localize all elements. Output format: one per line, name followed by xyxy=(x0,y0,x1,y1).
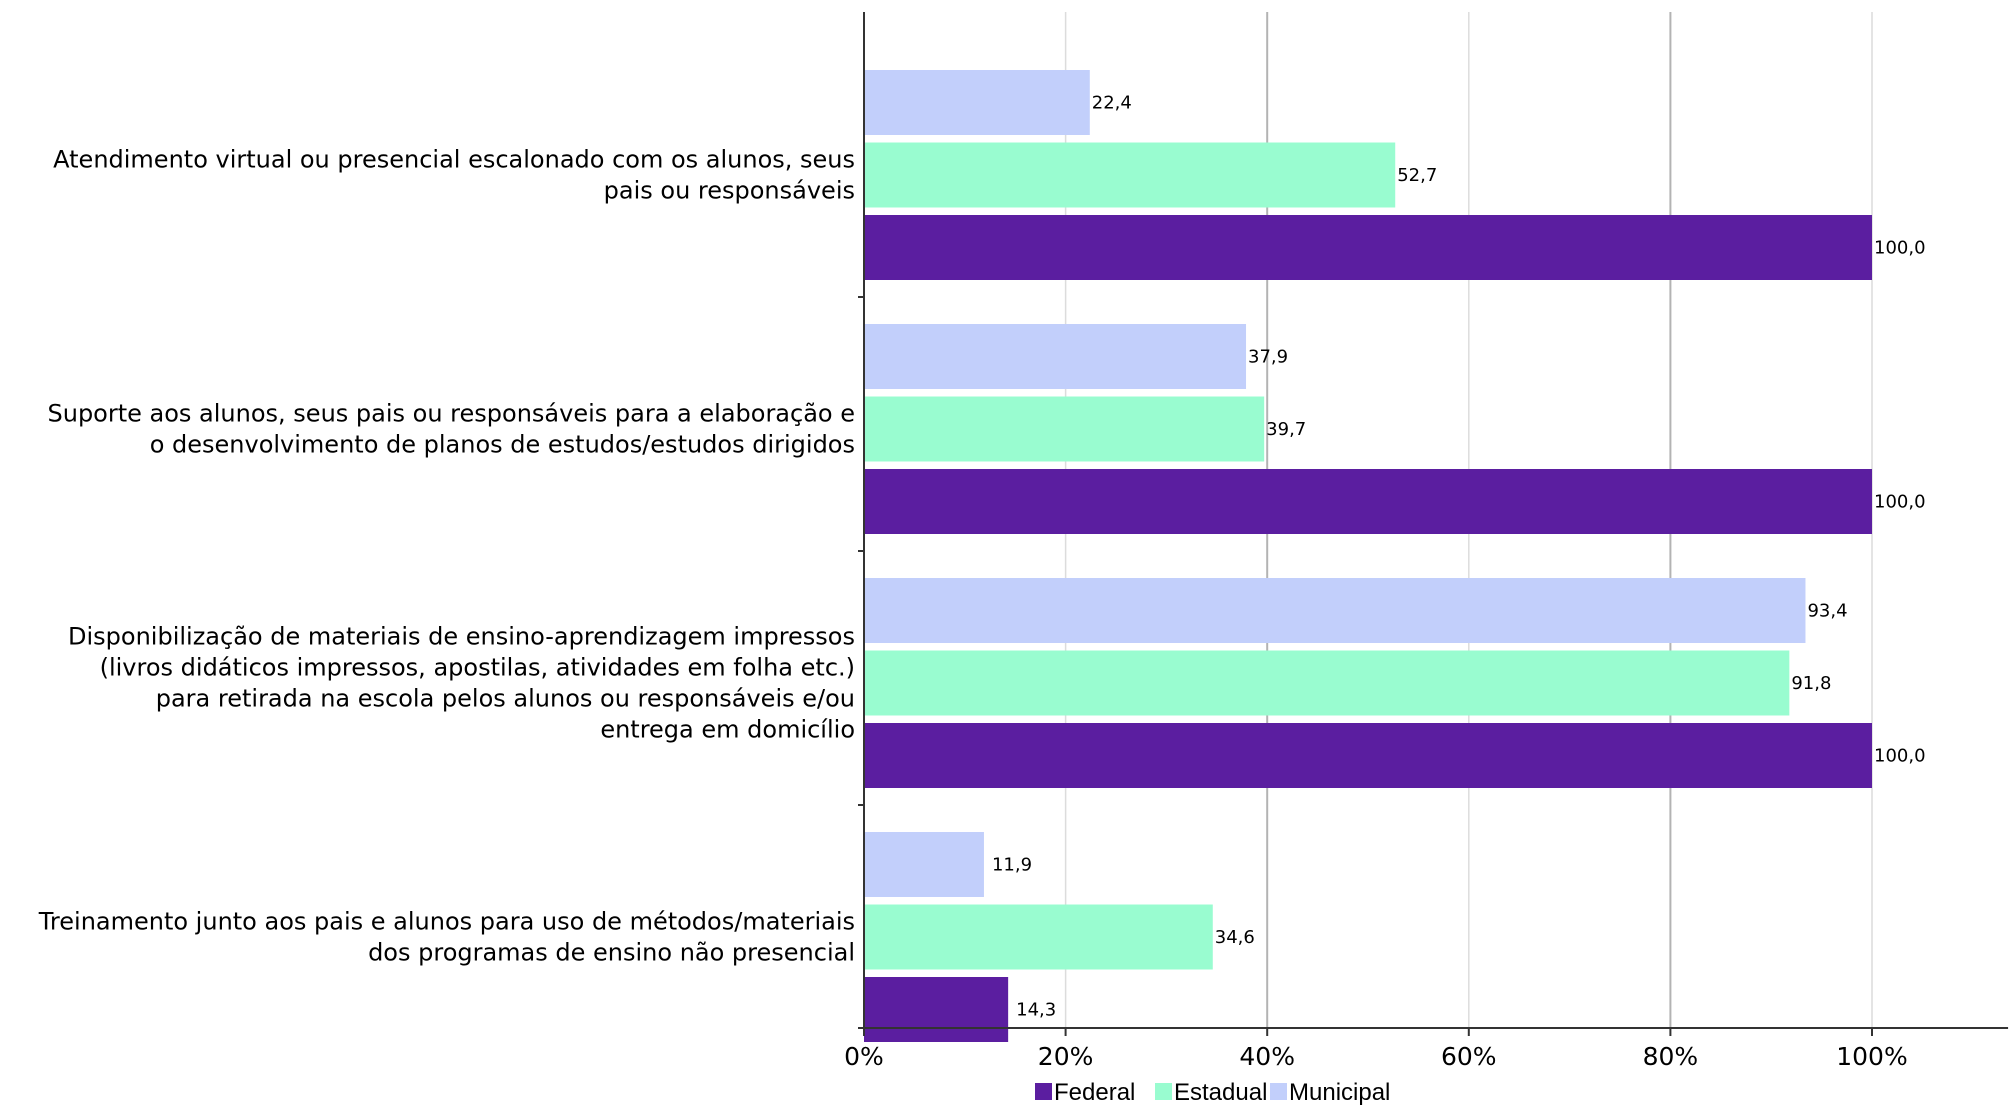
bar-estadual-3 xyxy=(864,650,1790,716)
category-label-1: Atendimento virtual ou presencial escalo… xyxy=(53,146,855,205)
category-label-3: Disponibilização de materiais de ensino-… xyxy=(68,623,855,744)
legend-swatch-municipal xyxy=(1270,1083,1287,1100)
value-label-municipal-2: 37,9 xyxy=(1248,347,1288,368)
category-label-4: Treinamento junto aos pais e alunos para… xyxy=(38,908,855,967)
bar-municipal-2 xyxy=(864,324,1247,389)
value-label-federal-4: 14,3 xyxy=(1016,1000,1056,1021)
bar-estadual-4 xyxy=(864,904,1213,970)
bar-federal-1 xyxy=(864,215,1872,280)
bar-federal-2 xyxy=(864,469,1872,534)
x-tick-label-0: 0% xyxy=(844,1042,884,1071)
value-label-estadual-2: 39,7 xyxy=(1266,419,1306,440)
legend-swatch-estadual xyxy=(1155,1083,1172,1100)
bars xyxy=(864,70,1872,1042)
value-label-federal-1: 100,0 xyxy=(1874,238,1926,259)
value-label-municipal-1: 22,4 xyxy=(1092,93,1132,114)
legend-label-estadual: Estadual xyxy=(1174,1079,1267,1106)
x-tick-label-60: 60% xyxy=(1441,1042,1497,1071)
legend-swatch-federal xyxy=(1035,1083,1052,1100)
bar-federal-3 xyxy=(864,723,1872,788)
value-label-municipal-3: 93,4 xyxy=(1807,601,1847,622)
value-label-estadual-4: 34,6 xyxy=(1215,927,1255,948)
legend-label-federal: Federal xyxy=(1054,1079,1135,1106)
bar-estadual-1 xyxy=(864,142,1396,208)
value-label-estadual-1: 52,7 xyxy=(1397,165,1437,186)
x-tick-label-40: 40% xyxy=(1239,1042,1295,1071)
x-tick-label-20: 20% xyxy=(1038,1042,1094,1071)
bar-federal-4 xyxy=(864,977,1009,1042)
legend-label-municipal: Municipal xyxy=(1289,1079,1390,1106)
value-label-municipal-4: 11,9 xyxy=(992,855,1032,876)
legend: Federal Estadual Municipal xyxy=(1035,1079,1390,1106)
value-label-estadual-3: 91,8 xyxy=(1791,673,1831,694)
category-label-2: Suporte aos alunos, seus pais ou respons… xyxy=(48,400,856,459)
x-tick-label-80: 80% xyxy=(1643,1042,1699,1071)
bar-municipal-3 xyxy=(864,578,1806,643)
value-label-federal-3: 100,0 xyxy=(1874,746,1926,767)
labels: 22,4 52,7 100,0 Atendimento virtual ou pres… xyxy=(38,93,1926,1072)
axes xyxy=(858,12,2009,1036)
x-tick-label-100: 100% xyxy=(1836,1042,1907,1071)
bar-municipal-4 xyxy=(864,832,984,897)
bar-municipal-1 xyxy=(864,70,1090,135)
bar-estadual-2 xyxy=(864,396,1265,462)
value-label-federal-2: 100,0 xyxy=(1874,492,1926,513)
